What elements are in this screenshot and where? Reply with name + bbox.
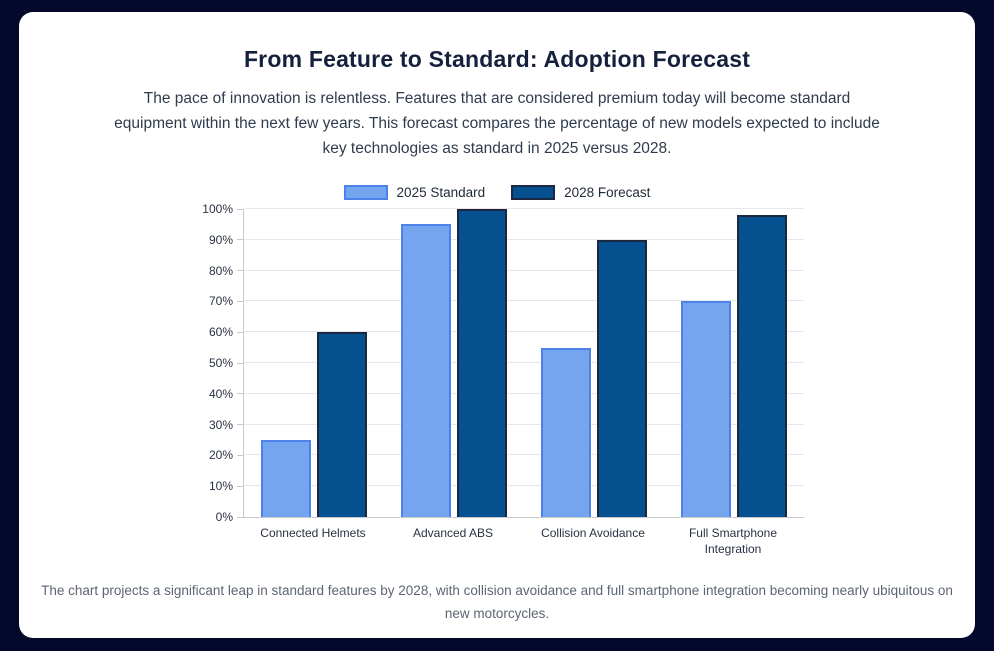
bar-group-collision-avoidance — [524, 209, 664, 517]
x-axis-label: Connected Helmets — [260, 526, 366, 540]
x-axis-label: Full Smartphone Integration — [688, 526, 778, 556]
y-tick-mark — [237, 393, 244, 395]
y-tick-label: 90% — [208, 232, 233, 247]
x-axis-label: Collision Avoidance — [541, 526, 645, 540]
chart-card: From Feature to Standard: Adoption Forec… — [19, 12, 975, 638]
y-axis-tick: 100% — [202, 202, 244, 216]
bar-group-full-smartphone-integration — [664, 209, 804, 517]
chart-subtitle: The pace of innovation is relentless. Fe… — [114, 90, 880, 157]
y-tick-mark — [237, 270, 244, 272]
y-axis-tick: 40% — [209, 387, 244, 401]
gridline — [244, 331, 804, 333]
legend-item-2028: 2028 Forecast — [511, 185, 650, 200]
legend-item-2025: 2025 Standard — [343, 185, 486, 200]
x-axis-labels: Connected Helmets Advanced ABS Collision A… — [243, 525, 803, 557]
y-axis-tick: 90% — [209, 233, 244, 247]
gridline — [244, 485, 804, 487]
y-tick-mark — [237, 208, 244, 210]
bar-2028-forecast-connected-helmets — [317, 332, 367, 517]
gridline — [244, 362, 804, 363]
y-axis-tick: 60% — [209, 325, 244, 339]
gridline — [244, 208, 804, 209]
y-tick-mark — [237, 454, 244, 456]
y-tick-label: 60% — [208, 325, 233, 340]
y-tick-label: 70% — [208, 294, 233, 309]
gridline — [244, 423, 804, 425]
bar-2025-standard-full-smartphone-integration — [681, 301, 731, 517]
gridline — [244, 392, 804, 394]
x-axis-label: Advanced ABS — [412, 526, 494, 540]
bar-2028-forecast-full-smartphone-integration — [737, 215, 787, 517]
y-tick-label: 40% — [208, 386, 233, 401]
gridline — [244, 238, 804, 240]
y-tick-mark — [237, 300, 244, 302]
y-axis-tick: 80% — [209, 264, 244, 278]
legend-swatch-2025 — [343, 185, 388, 200]
y-axis-tick: 30% — [209, 418, 244, 432]
y-axis-tick: 10% — [209, 479, 244, 493]
y-tick-label: 0% — [215, 510, 233, 524]
chart-legend: 2025 Standard 2028 Forecast — [19, 185, 975, 200]
y-tick-label: 80% — [208, 263, 233, 278]
y-tick-mark — [237, 516, 244, 518]
bar-2025-standard-advanced-abs — [401, 224, 451, 517]
bar-2028-forecast-advanced-abs — [457, 209, 507, 517]
y-tick-mark — [237, 485, 244, 487]
chart-caption: The chart projects a significant leap in… — [41, 583, 953, 621]
bar-2025-standard-connected-helmets — [261, 440, 311, 517]
plot-area: 0% 10% 20% 30% 40% 50% 60% 70% 80% 90% 100% — [202, 202, 804, 524]
gridline — [244, 269, 804, 271]
y-tick-mark — [237, 331, 244, 333]
y-axis-tick: 70% — [209, 294, 244, 308]
y-tick-label: 50% — [208, 356, 233, 370]
y-axis-tick: 50% — [209, 356, 244, 370]
bar-2028-forecast-collision-avoidance — [597, 239, 647, 517]
bar-group-connected-helmets — [244, 209, 384, 517]
y-tick-mark — [237, 424, 244, 426]
legend-swatch-2028 — [511, 185, 556, 200]
y-tick-label: 10% — [208, 479, 233, 494]
y-tick-mark — [237, 239, 244, 241]
bar-groups — [244, 209, 804, 517]
y-axis-tick: 20% — [209, 448, 244, 462]
y-tick-mark — [237, 362, 244, 364]
y-tick-label: 30% — [208, 417, 233, 432]
page-title: From Feature to Standard: Adoption Forec… — [243, 46, 751, 72]
gridline — [244, 300, 804, 302]
bar-2025-standard-collision-avoidance — [541, 347, 591, 517]
y-axis-tick: 0% — [216, 510, 244, 524]
legend-label-2028: 2028 Forecast — [564, 185, 651, 200]
bar-chart: 0% 10% 20% 30% 40% 50% 60% 70% 80% 90% 100% Connec… — [191, 202, 804, 557]
bar-group-advanced-abs — [384, 209, 524, 517]
gridline — [244, 454, 804, 456]
y-tick-label: 20% — [208, 448, 233, 463]
legend-label-2025: 2025 Standard — [396, 185, 486, 200]
y-tick-label: 100% — [202, 202, 233, 216]
